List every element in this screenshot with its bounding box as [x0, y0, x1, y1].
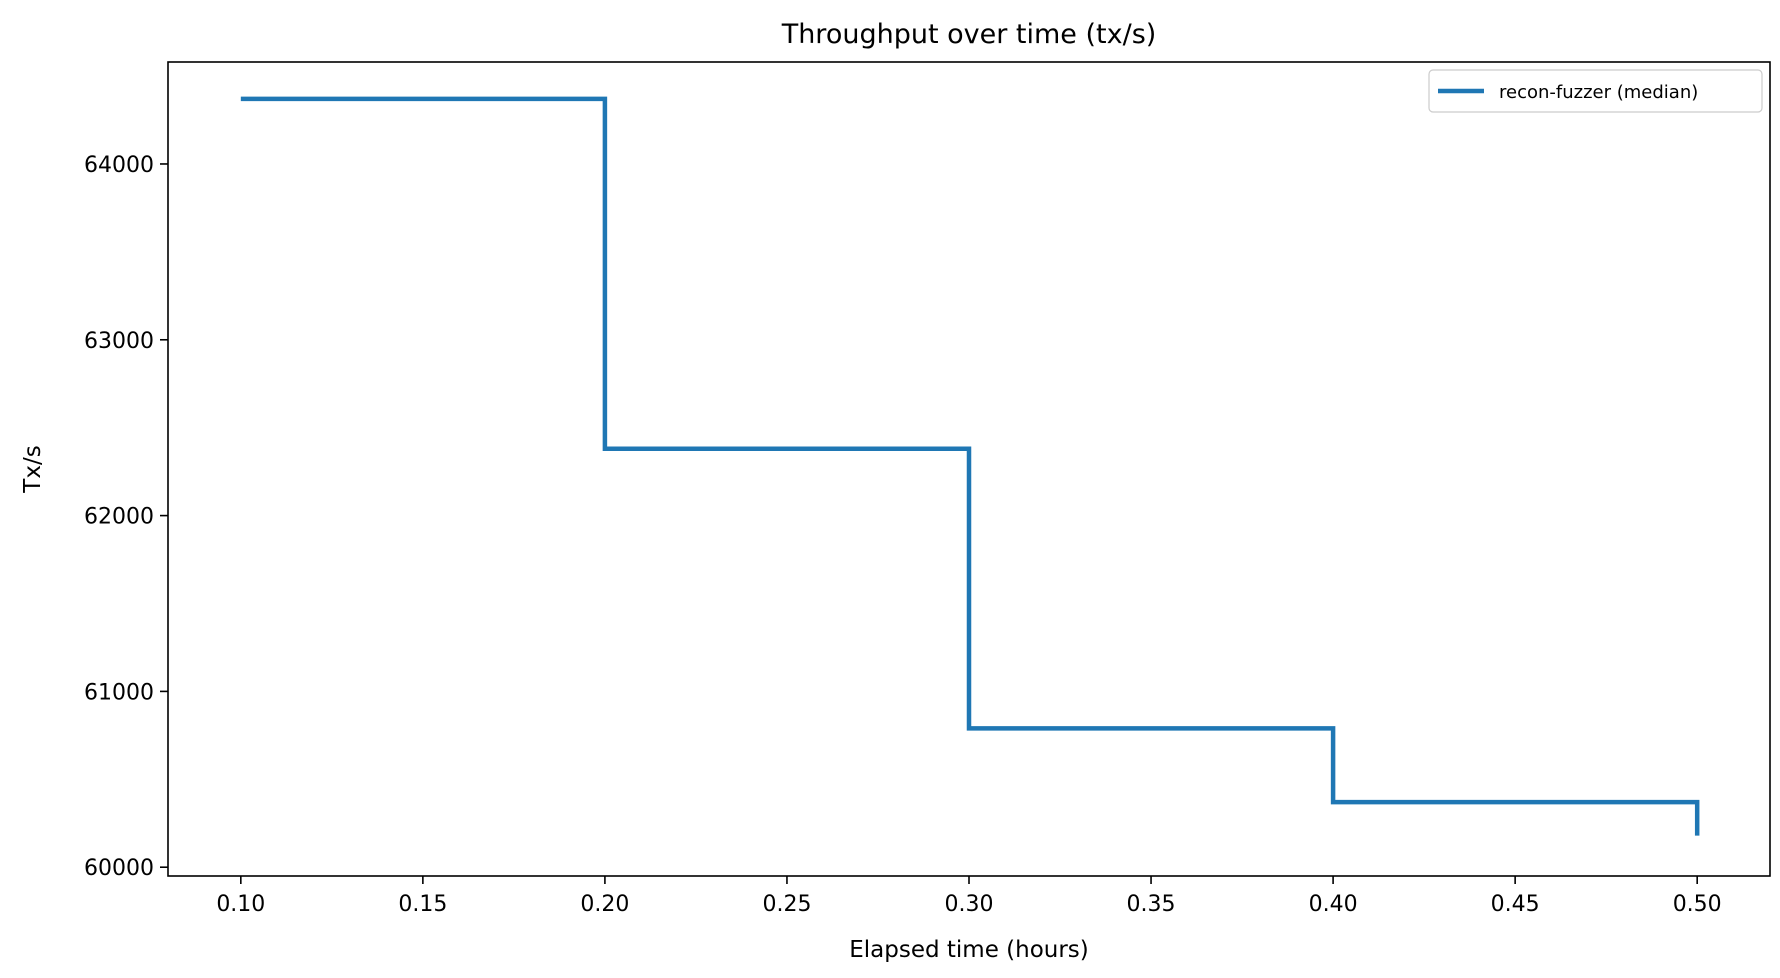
y-tick-label: 63000 — [84, 329, 154, 354]
y-axis-label: Tx/s — [20, 445, 46, 493]
x-tick-label: 0.45 — [1491, 892, 1540, 917]
plot-area — [240, 96, 1700, 836]
x-tick-label: 0.10 — [216, 892, 265, 917]
y-axis-label-group: Tx/s — [20, 445, 46, 493]
chart-title: Throughput over time (tx/s) — [781, 19, 1157, 50]
axes: 0.10 0.15 0.20 0.25 0.30 0.35 0.40 0.45 0.50 6000… — [84, 61, 1771, 917]
x-tick-label: 0.25 — [762, 892, 811, 917]
x-tick-label: 0.35 — [1127, 892, 1176, 917]
x-axis-label: Elapsed time (hours) — [849, 937, 1089, 963]
legend: recon-fuzzer (median) — [1428, 69, 1763, 113]
x-tick-label: 0.20 — [580, 892, 629, 917]
legend-label: recon-fuzzer (median) — [1499, 82, 1698, 103]
y-tick-label: 61000 — [84, 680, 154, 705]
legend-box — [1428, 69, 1763, 113]
x-tick-label: 0.40 — [1309, 892, 1358, 917]
y-tick-label: 64000 — [84, 153, 154, 178]
series-line-0 — [240, 96, 1700, 836]
y-tick-label: 62000 — [84, 505, 154, 530]
x-tick-label: 0.15 — [398, 892, 447, 917]
y-tick-label: 60000 — [84, 856, 154, 881]
x-tick-label: 0.50 — [1673, 892, 1722, 917]
x-tick-label: 0.30 — [945, 892, 994, 917]
